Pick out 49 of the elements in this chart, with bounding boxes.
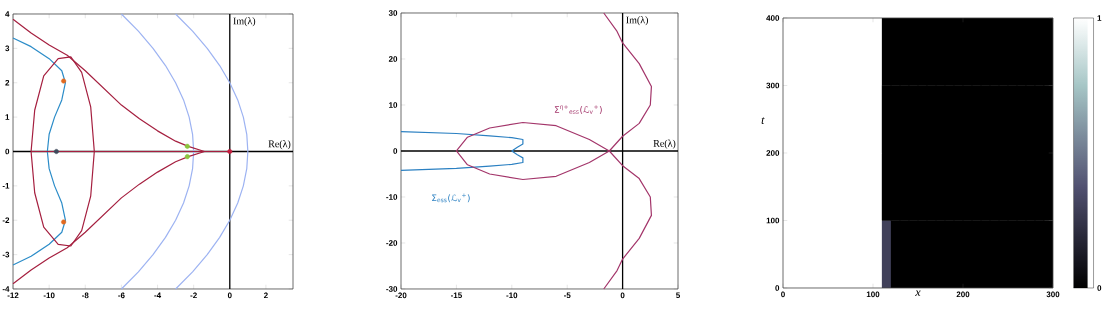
x-tick-label: -20 — [395, 292, 407, 299]
y-tick-label: 0 — [5, 148, 10, 155]
x-tick-label: -5 — [563, 292, 571, 299]
y-tick-label: -30 — [386, 286, 398, 292]
x-tick-label: -12 — [7, 292, 19, 299]
y-tick-label: -20 — [386, 240, 398, 246]
x-tick-label: -2 — [190, 292, 197, 299]
x-tick-label: -15 — [450, 292, 462, 299]
color-bar-label: 0 — [1097, 285, 1102, 291]
annotation: Σ$^{η+}$$_{ess}$(ℒ$_{v}$$^{+}$) — [554, 105, 602, 114]
y-tick-label: 400 — [766, 15, 780, 21]
x-tick-label: 0 — [227, 292, 232, 299]
y-tick-label: 0 — [393, 148, 398, 154]
x-tick-label: -8 — [82, 292, 89, 299]
y-tick-label: 200 — [766, 150, 780, 156]
annotation: Σ$_{ess}$(ℒ$_{v}$$^{+}$) — [432, 193, 470, 203]
x-axis-title: x — [915, 290, 921, 297]
x-tick-label: -10 — [43, 292, 55, 299]
x-tick-label: 300 — [1046, 291, 1060, 298]
y-tick-label: 3 — [5, 45, 10, 52]
y-tick-label: -3 — [2, 251, 10, 258]
y-tick-label: 2 — [5, 79, 10, 86]
x-tick-label: -6 — [118, 292, 125, 299]
ref-line-label: Re(λ) — [268, 140, 291, 150]
y-tick-label: -4 — [2, 286, 10, 292]
y-tick-label: 100 — [766, 217, 780, 224]
ref-line-label: Im(λ) — [233, 17, 256, 27]
y-axis-title: t — [761, 117, 765, 125]
y-tick-label: 4 — [5, 11, 10, 17]
y-tick-label: 1 — [5, 114, 10, 120]
x-tick-label: 5 — [676, 292, 680, 299]
ref-line-label: Re(λ) — [653, 139, 676, 149]
x-tick-label: 0 — [781, 291, 785, 298]
y-tick-label: -1 — [2, 183, 10, 189]
ref-line-label: Im(λ) — [626, 16, 648, 26]
y-tick-label: 20 — [388, 56, 398, 62]
x-tick-label: 2 — [263, 292, 268, 299]
y-tick-label: 10 — [389, 102, 398, 108]
y-tick-label: -2 — [2, 217, 10, 224]
x-tick-label: -10 — [506, 292, 518, 299]
color-bar-label: 1 — [1097, 15, 1102, 21]
y-tick-label: 0 — [775, 285, 780, 291]
y-tick-label: -10 — [386, 194, 398, 200]
y-tick-label: 30 — [388, 10, 398, 16]
x-tick-label: 200 — [956, 291, 970, 298]
x-tick-label: -4 — [154, 292, 162, 299]
y-tick-label: 300 — [766, 82, 780, 89]
x-tick-label: 100 — [866, 291, 880, 298]
x-tick-label: 0 — [620, 292, 625, 299]
